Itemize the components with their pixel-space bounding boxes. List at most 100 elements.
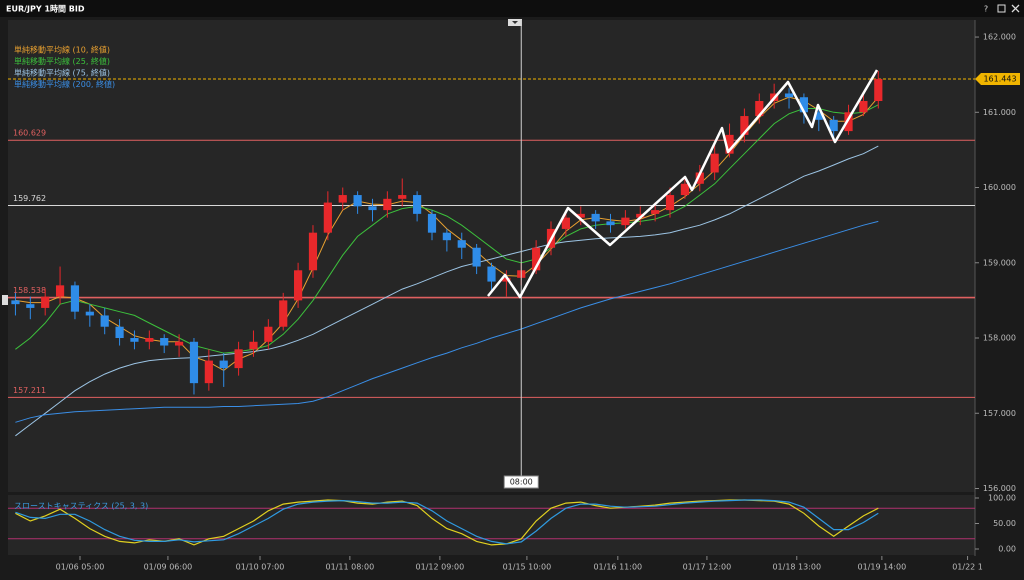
candle-body [264, 326, 273, 342]
candle-body [442, 232, 451, 241]
candle-body [398, 195, 407, 199]
plot-layer: 162.000 161.000 160.000 159.000 158.000 157.0… [8, 20, 1020, 572]
price-tag [975, 72, 1020, 85]
title-bar [0, 0, 1024, 17]
moving-average [15, 104, 879, 354]
x-tick-label: 01/10 07:00 [236, 563, 285, 572]
moving-average [15, 145, 879, 437]
side-handle[interactable] [2, 295, 8, 305]
candle-body [636, 213, 645, 218]
candle-body [799, 97, 809, 113]
candle-body [294, 270, 303, 301]
candle-body [859, 101, 868, 113]
candle-body [532, 247, 541, 271]
x-tick-label: 01/11 08:00 [326, 563, 375, 572]
candle-body [725, 134, 734, 154]
candle-body [755, 101, 764, 117]
candle-body [219, 360, 228, 369]
candle-body [353, 195, 362, 207]
candle-body [368, 206, 377, 211]
candle-body [472, 247, 481, 267]
candle-body [710, 153, 719, 173]
candle-body [665, 195, 675, 211]
candle-body [576, 213, 585, 218]
crosshair-tag [503, 475, 539, 489]
level-label: 159.762 [13, 194, 46, 203]
candle-body [26, 304, 35, 308]
candle-body [85, 311, 94, 316]
candle-body [11, 300, 20, 305]
candle-body [502, 277, 511, 282]
candle-body [174, 341, 184, 346]
level-label: 158.538 [13, 286, 46, 295]
x-tick-label: 01/17 12:00 [683, 563, 732, 572]
candle-body [338, 195, 347, 203]
legend-entry: 単純移動平均線 (10, 終値) [14, 45, 110, 55]
candle-body [427, 213, 437, 233]
x-tick-label: 01/19 14:00 [858, 563, 907, 572]
y-tick-label: 50.00 [993, 519, 1016, 528]
x-tick-label: 01/15 10:00 [503, 563, 552, 572]
y-tick-label: 157.000 [983, 409, 1016, 418]
x-tick-label: 01/22 1 [952, 563, 983, 572]
close-button[interactable] [1011, 4, 1020, 13]
candle-body [383, 198, 392, 211]
x-tick-label: 01/18 13:00 [772, 563, 821, 572]
level-label: 160.629 [13, 129, 46, 138]
legend-entry: 単純移動平均線 (25, 終値) [14, 56, 110, 66]
collapse-arrow [512, 21, 518, 24]
candle-body [651, 210, 660, 214]
candle-body [680, 183, 689, 196]
stoch-title: スローストキャスティクス (25, 3, 3) [14, 502, 148, 511]
window-title: EUR/JPY 1時間 BID [6, 4, 85, 14]
candle-body [249, 341, 258, 350]
main-plot-area [8, 20, 975, 492]
candle-body [160, 338, 169, 346]
candle-body [784, 93, 794, 98]
y-tick-label: 162.000 [983, 33, 1016, 42]
y-tick-label: 0.00 [998, 545, 1016, 554]
y-tick-label: 158.000 [983, 334, 1016, 343]
price-tag-label: 161.443 [983, 74, 1016, 83]
candle-body [115, 326, 124, 339]
x-tick-label: 01/09 06:00 [144, 563, 193, 572]
y-tick-label: 156.000 [983, 484, 1016, 493]
candle-body [487, 266, 496, 282]
candle-body [606, 221, 615, 226]
candle-body [234, 349, 243, 369]
maximize-button[interactable] [997, 4, 1006, 13]
legend-entry: 単純移動平均線 (200, 終値) [14, 79, 115, 89]
stoch-line [15, 499, 879, 545]
candle-body [41, 296, 50, 308]
help-button[interactable]: ? [984, 5, 988, 14]
y-tick-label: 100.00 [988, 494, 1016, 503]
wave-drawing[interactable] [487, 69, 879, 299]
candle-body [308, 232, 318, 271]
y-tick-label: 160.000 [983, 183, 1016, 192]
x-tick-label: 01/06 05:00 [56, 563, 105, 572]
candle-body [70, 285, 80, 312]
candle-body [413, 195, 422, 214]
candle-body [874, 78, 883, 102]
y-tick-label: 159.000 [983, 258, 1016, 267]
candle-body [204, 360, 213, 384]
candle-body [829, 119, 838, 132]
moving-average [15, 96, 879, 371]
candle-body [323, 202, 332, 233]
candle-body [591, 213, 600, 222]
x-tick-label: 01/12 09:00 [416, 563, 465, 572]
candle-body [621, 217, 630, 226]
stoch-plot-area [8, 495, 975, 555]
moving-average [15, 220, 879, 423]
candle-body [814, 112, 823, 120]
candle-body [145, 338, 154, 342]
candle-body [279, 300, 288, 327]
candle-body [844, 112, 853, 132]
crosshair-label: 08:00 [510, 478, 533, 487]
candle-body [457, 240, 466, 248]
candle-body [130, 338, 139, 342]
candle-body [695, 172, 704, 184]
legend-entry: 単純移動平均線 (75, 終値) [14, 68, 110, 78]
x-tick-label: 01/16 11:00 [593, 563, 642, 572]
